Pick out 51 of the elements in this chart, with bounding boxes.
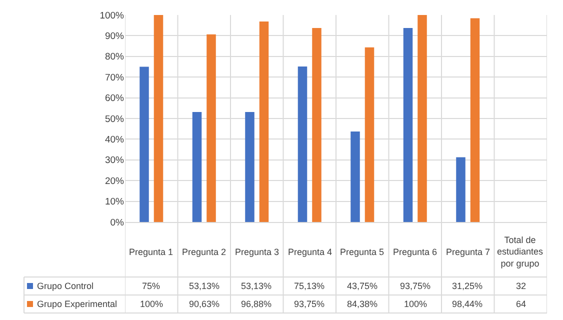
bar bbox=[298, 66, 308, 222]
x-tick-label: Total de estudiantes por grupo bbox=[497, 235, 544, 268]
x-tick-label: Pregunta 6 bbox=[393, 247, 438, 257]
data-label: 100% bbox=[140, 299, 164, 309]
y-tick-label: 60% bbox=[104, 93, 125, 104]
bar bbox=[259, 21, 269, 222]
bar bbox=[206, 34, 216, 222]
bar bbox=[312, 28, 322, 222]
bar bbox=[470, 18, 480, 222]
y-tick-label: 30% bbox=[104, 155, 125, 166]
bar bbox=[350, 131, 360, 222]
legend-label: Grupo Experimental bbox=[37, 299, 118, 309]
y-tick-label: 20% bbox=[104, 176, 125, 187]
data-label: 100% bbox=[404, 299, 428, 309]
y-tick-label: 40% bbox=[104, 134, 125, 146]
y-tick-label: 90% bbox=[104, 31, 125, 42]
bar bbox=[403, 28, 413, 222]
bar bbox=[154, 15, 164, 222]
bar bbox=[456, 157, 466, 222]
y-tick-label: 0% bbox=[110, 217, 125, 228]
x-tick-label: Pregunta 4 bbox=[288, 247, 332, 257]
bar bbox=[418, 15, 427, 222]
bar bbox=[192, 112, 202, 222]
x-tick-label: Pregunta 2 bbox=[182, 247, 226, 257]
data-label: 90,63% bbox=[189, 299, 220, 309]
y-tick-label: 80% bbox=[104, 52, 125, 63]
data-label: 98,44% bbox=[452, 299, 483, 309]
text: 64 bbox=[516, 299, 526, 309]
text: 32 bbox=[516, 281, 526, 291]
y-tick-label: 10% bbox=[104, 196, 125, 208]
x-tick-label: Pregunta 3 bbox=[235, 247, 280, 257]
data-label: 53,13% bbox=[241, 281, 272, 291]
data-label: 75,13% bbox=[294, 281, 325, 291]
x-tick-label: Pregunta 1 bbox=[129, 247, 174, 257]
legend-label: Grupo Control bbox=[37, 281, 94, 291]
data-label: 53,13% bbox=[189, 281, 220, 291]
bar bbox=[140, 66, 149, 222]
bar bbox=[364, 47, 374, 222]
bar bbox=[245, 112, 254, 222]
data-label: 31,25% bbox=[452, 281, 483, 291]
data-label: 43,75% bbox=[347, 281, 378, 291]
y-tick-label: 100% bbox=[100, 10, 125, 22]
data-label: 84,38% bbox=[347, 299, 378, 309]
data-label: 75% bbox=[142, 281, 160, 291]
data-label: 93,75% bbox=[294, 299, 325, 309]
data-label: 96,88% bbox=[241, 299, 272, 309]
x-tick-label: Pregunta 7 bbox=[446, 247, 490, 257]
data-label: 93,75% bbox=[400, 281, 431, 291]
y-tick-label: 50% bbox=[104, 114, 125, 125]
y-tick-label: 70% bbox=[104, 72, 125, 84]
x-tick-label: Pregunta 5 bbox=[340, 247, 384, 257]
